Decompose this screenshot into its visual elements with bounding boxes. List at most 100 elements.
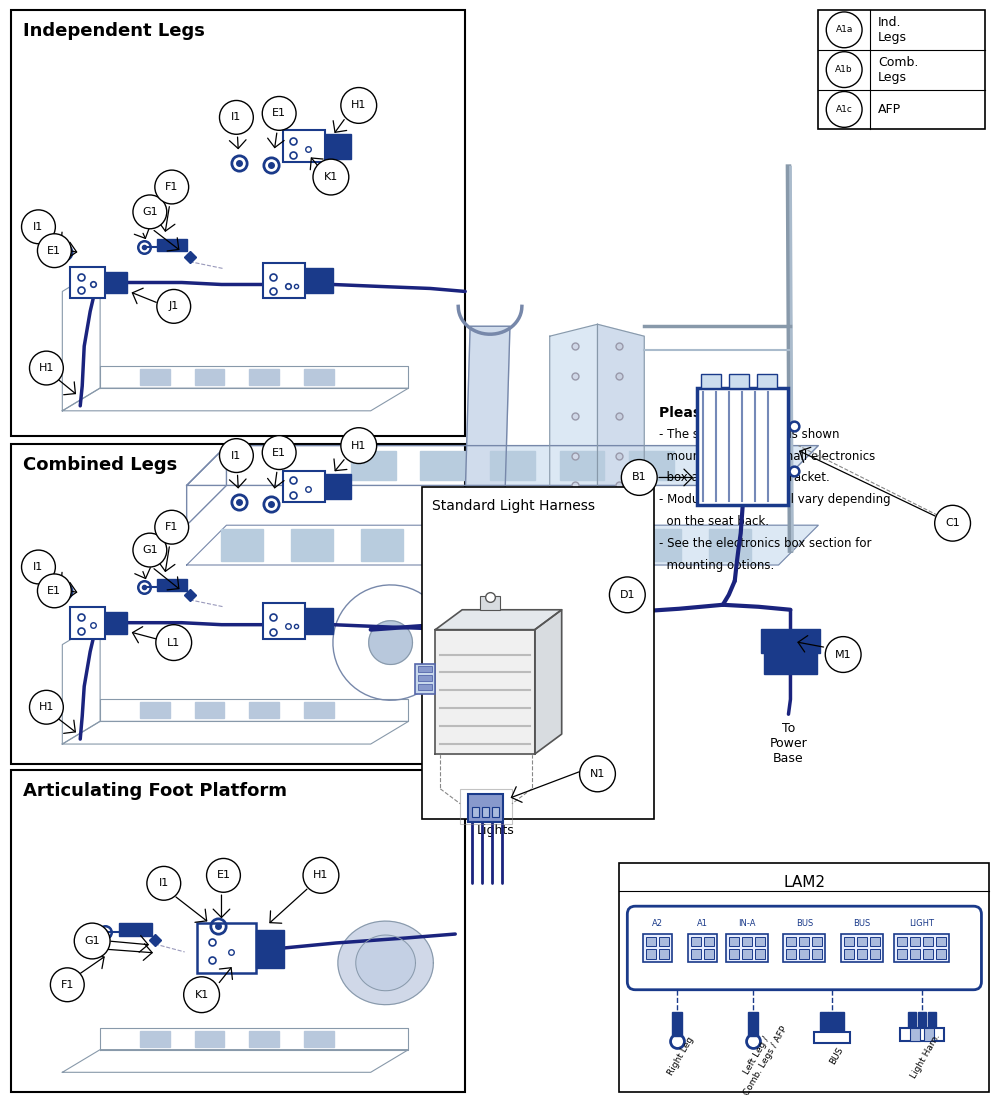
Text: K1: K1 (194, 989, 209, 999)
Circle shape (580, 756, 615, 792)
Text: J1: J1 (169, 301, 179, 311)
Bar (305, 267, 333, 294)
Text: E1: E1 (272, 109, 286, 119)
Text: - Module mounting will vary depending: - Module mounting will vary depending (659, 493, 891, 506)
Text: - The seating module is shown: - The seating module is shown (659, 428, 840, 441)
Polygon shape (490, 451, 535, 481)
Bar (894, 934, 949, 963)
Text: M1: M1 (835, 649, 851, 659)
Polygon shape (500, 530, 542, 561)
Text: Ind.
Legs: Ind. Legs (878, 16, 907, 44)
Polygon shape (570, 530, 611, 561)
Bar (755, 950, 765, 960)
Text: Articulating Foot Platform: Articulating Foot Platform (23, 782, 287, 800)
Polygon shape (820, 1012, 828, 1036)
Bar (814, 1032, 850, 1044)
Polygon shape (338, 921, 433, 1005)
Bar (418, 676, 432, 681)
Polygon shape (249, 369, 279, 386)
Text: mounted with the small electronics: mounted with the small electronics (659, 450, 875, 463)
Bar (283, 471, 325, 502)
Text: B1: B1 (632, 472, 647, 482)
Polygon shape (304, 702, 334, 718)
Bar (764, 653, 817, 675)
Text: BUS: BUS (853, 919, 871, 927)
Polygon shape (356, 935, 415, 991)
Bar (786, 936, 796, 946)
Circle shape (825, 637, 861, 673)
Bar (480, 596, 500, 609)
Polygon shape (291, 530, 333, 561)
Bar (11, 443, 465, 763)
Bar (11, 10, 465, 435)
Bar (742, 936, 752, 946)
Polygon shape (535, 609, 562, 755)
Bar (704, 936, 714, 946)
Polygon shape (140, 369, 170, 386)
Bar (646, 936, 656, 946)
Bar (755, 936, 765, 946)
Bar (910, 936, 920, 946)
Polygon shape (420, 451, 465, 481)
Bar (70, 607, 105, 638)
Bar (492, 807, 499, 817)
Bar (742, 950, 752, 960)
Bar (799, 950, 809, 960)
Polygon shape (333, 585, 448, 700)
Circle shape (156, 625, 192, 660)
Text: Right Leg: Right Leg (666, 1035, 696, 1077)
Text: E1: E1 (216, 871, 230, 881)
Bar (799, 936, 809, 946)
Circle shape (147, 866, 181, 900)
Bar (844, 950, 854, 960)
Circle shape (22, 209, 55, 244)
Text: IN-A: IN-A (738, 919, 755, 927)
FancyBboxPatch shape (627, 906, 981, 989)
Bar (688, 934, 717, 963)
Circle shape (341, 428, 377, 463)
Text: A1c: A1c (836, 105, 853, 114)
Bar (659, 950, 669, 960)
Polygon shape (140, 1030, 170, 1047)
Text: LAM2: LAM2 (783, 875, 825, 891)
Bar (105, 271, 127, 294)
Polygon shape (187, 445, 818, 485)
Bar (761, 628, 820, 653)
Polygon shape (430, 530, 472, 561)
Circle shape (37, 574, 71, 608)
Bar (105, 612, 127, 634)
Bar (197, 923, 256, 973)
Polygon shape (435, 609, 562, 629)
Polygon shape (195, 1030, 224, 1047)
Text: E1: E1 (47, 586, 61, 596)
Circle shape (37, 234, 71, 267)
Text: mounting options.: mounting options. (659, 560, 774, 572)
Bar (729, 936, 739, 946)
Text: A1a: A1a (835, 25, 853, 34)
Text: AFP: AFP (878, 103, 901, 116)
Text: A1b: A1b (835, 65, 853, 74)
Bar (897, 950, 907, 960)
Bar (729, 950, 739, 960)
Text: Independent Legs: Independent Legs (23, 22, 204, 40)
Bar (897, 936, 907, 946)
Bar (704, 950, 714, 960)
Bar (841, 934, 883, 963)
Text: L1: L1 (167, 637, 180, 647)
Text: Left Leg /
Comb. Legs / AFP: Left Leg / Comb. Legs / AFP (733, 1019, 789, 1097)
Bar (157, 578, 187, 591)
Text: I1: I1 (159, 879, 169, 889)
Bar (619, 863, 989, 1092)
Bar (157, 238, 187, 250)
Text: A1: A1 (697, 919, 708, 927)
Bar (643, 934, 672, 963)
Bar (910, 950, 920, 960)
Bar (283, 131, 325, 162)
Circle shape (313, 160, 349, 195)
Circle shape (826, 52, 862, 88)
Polygon shape (369, 620, 412, 665)
Text: D1: D1 (620, 589, 635, 599)
Bar (325, 134, 351, 160)
Text: To
Lights: To Lights (477, 809, 515, 837)
Text: x5: x5 (620, 617, 635, 629)
